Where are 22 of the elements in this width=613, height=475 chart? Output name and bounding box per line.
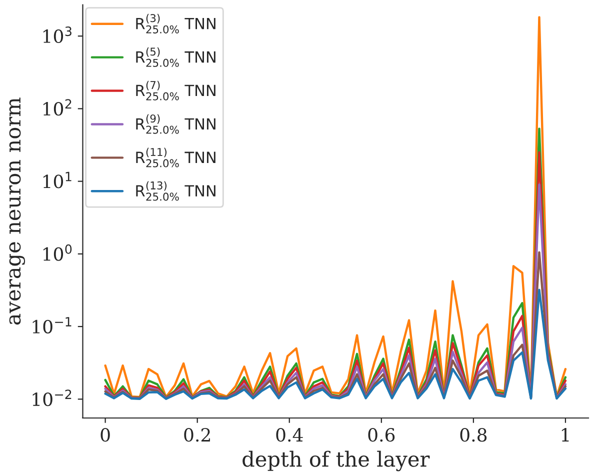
y-tick-label: 10$^{−2}$ <box>32 390 72 406</box>
legend-label: R$^{(13)}$$_{25.0%}$ TNN <box>136 181 216 201</box>
y-tick-label: 10$^{−1}$ <box>32 317 72 334</box>
line-series <box>104 251 567 400</box>
line-series <box>104 288 567 400</box>
x-tick-label: 0.4 <box>276 428 303 442</box>
y-tick-label: 10$^{0}$ <box>43 244 72 261</box>
legend-label: R$^{(3)}$$_{25.0%}$ TNN <box>136 14 216 34</box>
x-tick-label: 0.6 <box>368 428 395 442</box>
x-axis-title: depth of the layer <box>242 450 430 472</box>
y-tick-label: 10$^{1}$ <box>43 172 72 188</box>
y-tick-label: 10$^{2}$ <box>43 99 72 116</box>
y-axis-title: average neuron norm <box>9 98 26 325</box>
x-tick-label: 0 <box>100 428 110 442</box>
y-tick-label: 10$^{3}$ <box>43 26 72 44</box>
legend-label: R$^{(11)}$$_{25.0%}$ TNN <box>136 148 216 168</box>
legend-label: R$^{(7)}$$_{25.0%}$ TNN <box>136 80 216 100</box>
x-tick-label: 1 <box>562 428 569 442</box>
x-tick-label: 0.2 <box>184 428 210 442</box>
legend-label: R$^{(5)}$$_{25.0%}$ TNN <box>136 47 216 67</box>
legend-label: R$^{(9)}$$_{25.0%}$ TNN <box>136 114 216 134</box>
x-tick-label: 0.8 <box>460 428 487 442</box>
